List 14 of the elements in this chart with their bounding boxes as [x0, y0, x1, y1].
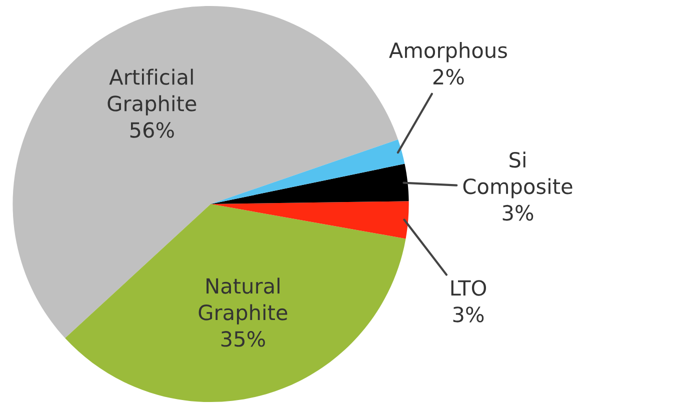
data-label: 3% [453, 306, 484, 322]
data-label: 35% [221, 331, 265, 347]
pie-slice [210, 164, 409, 204]
pie-slice [210, 140, 405, 204]
slice-label: Amorphous [389, 42, 507, 62]
data-label: 3% [502, 204, 534, 221]
slice-label: Natural Graphite [198, 278, 288, 324]
data-label: 2% [433, 68, 464, 85]
pie-slice [65, 204, 406, 402]
slice-label: LTO [451, 280, 486, 296]
slice-label: Artificial Graphite [108, 68, 196, 116]
data-label: 56% [130, 122, 174, 138]
pie-slice [210, 201, 409, 239]
slice-label: Si Composite [463, 152, 572, 198]
